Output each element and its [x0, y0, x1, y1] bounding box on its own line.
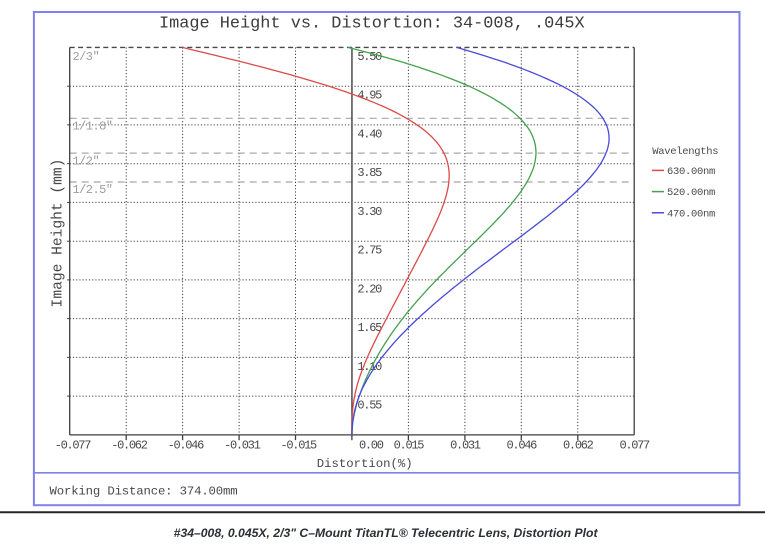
svg-text:Image Height (mm): Image Height (mm) [51, 159, 67, 308]
svg-text:Working Distance: 374.00mm: Working Distance: 374.00mm [50, 485, 238, 499]
svg-text:2/3": 2/3" [73, 50, 100, 64]
svg-text:-0.015: -0.015 [280, 438, 317, 452]
svg-text:1/2": 1/2" [73, 154, 100, 168]
svg-text:#34–008, 0.045X, 2/3" C–Mount: #34–008, 0.045X, 2/3" C–Mount TitanTL® T… [174, 526, 599, 540]
svg-text:-0.062: -0.062 [111, 438, 148, 452]
svg-text:0.00: 0.00 [359, 438, 384, 452]
svg-text:0.046: 0.046 [507, 438, 538, 452]
svg-text:0.55: 0.55 [357, 399, 382, 413]
svg-text:-0.031: -0.031 [224, 438, 261, 452]
svg-text:2.75: 2.75 [357, 244, 382, 258]
svg-text:2.20: 2.20 [357, 282, 382, 296]
svg-text:470.00nm: 470.00nm [667, 208, 715, 220]
svg-text:630.00nm: 630.00nm [667, 166, 715, 178]
svg-text:520.00nm: 520.00nm [667, 187, 715, 199]
svg-text:-0.077: -0.077 [55, 438, 92, 452]
svg-text:1/2.5": 1/2.5" [73, 183, 113, 197]
svg-text:Wavelengths: Wavelengths [652, 146, 718, 158]
svg-text:5.50: 5.50 [357, 50, 382, 64]
svg-text:Distortion(%): Distortion(%) [317, 457, 413, 471]
svg-text:3.30: 3.30 [357, 205, 382, 219]
svg-text:4.40: 4.40 [357, 127, 382, 141]
svg-text:0.062: 0.062 [563, 438, 594, 452]
svg-text:1.65: 1.65 [357, 321, 382, 335]
svg-text:Image Height vs. Distortion: 3: Image Height vs. Distortion: 34-008, .04… [159, 15, 585, 34]
svg-text:3.85: 3.85 [357, 166, 382, 180]
svg-text:0.015: 0.015 [394, 438, 425, 452]
svg-text:1/1.8": 1/1.8" [73, 120, 113, 134]
svg-text:4.95: 4.95 [357, 89, 382, 103]
svg-text:0.031: 0.031 [450, 438, 481, 452]
svg-text:-0.046: -0.046 [168, 438, 205, 452]
svg-text:0.077: 0.077 [619, 438, 650, 452]
